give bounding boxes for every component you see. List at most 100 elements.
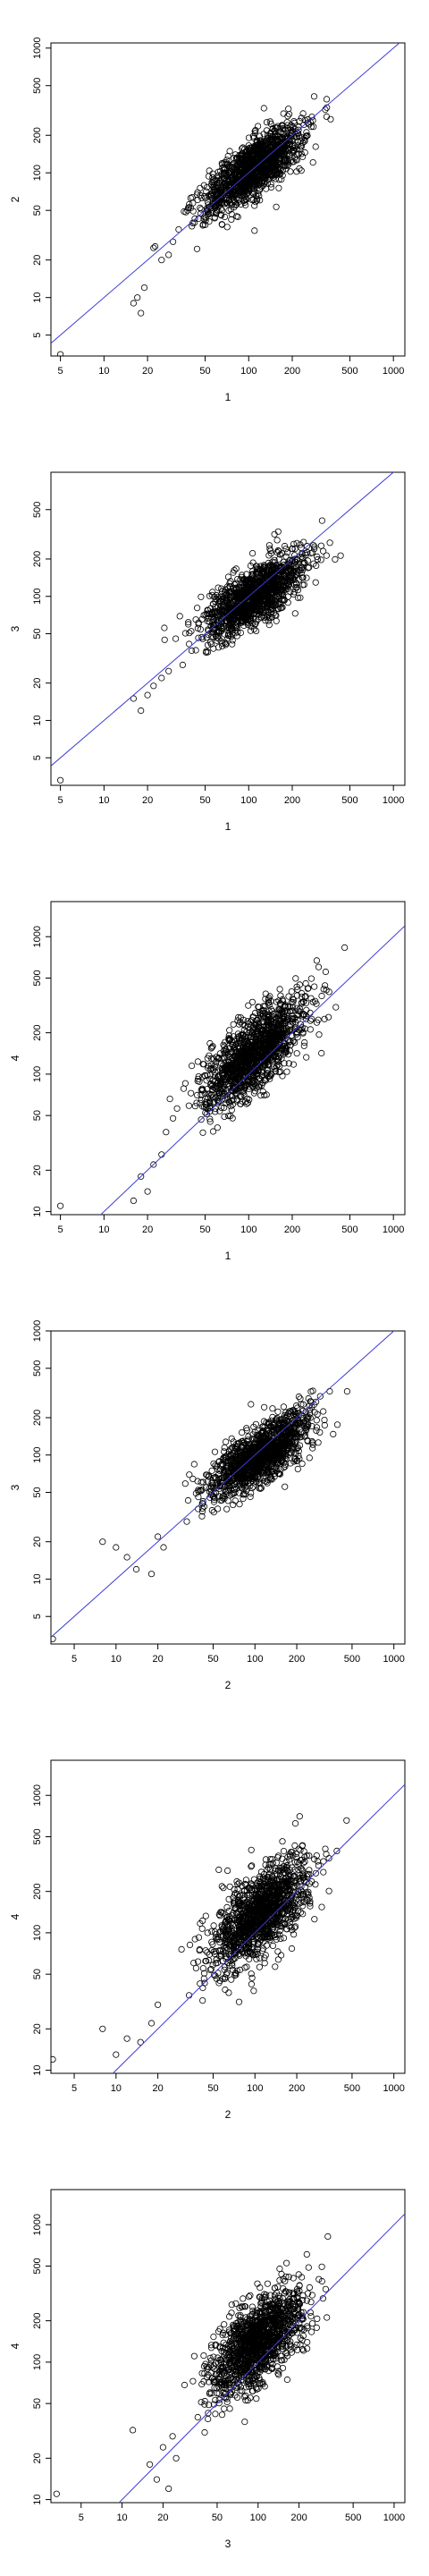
x-axis-label: 1 <box>225 391 231 403</box>
data-point <box>223 1099 230 1106</box>
data-point <box>166 1096 173 1103</box>
data-point <box>234 1069 242 1077</box>
data-point <box>281 597 288 604</box>
data-point <box>259 1019 267 1026</box>
data-point <box>266 152 273 159</box>
x-tick-label: 20 <box>142 795 153 806</box>
data-point <box>229 1114 236 1122</box>
data-point <box>247 1493 254 1501</box>
data-point <box>257 140 265 147</box>
data-point <box>200 1061 207 1068</box>
data-point <box>275 170 283 177</box>
data-point <box>275 1011 282 1018</box>
x-tick-label: 50 <box>207 1654 218 1665</box>
data-point <box>193 245 201 252</box>
data-point <box>248 165 257 172</box>
data-point <box>290 540 298 547</box>
y-tick-label: 100 <box>32 165 43 181</box>
data-point <box>228 1072 236 1080</box>
y-tick-label: 200 <box>32 1024 43 1040</box>
data-point <box>297 1021 305 1028</box>
data-point <box>206 1107 214 1115</box>
data-point <box>211 610 218 617</box>
data-point <box>227 1113 234 1120</box>
y-tick-label: 200 <box>32 127 43 143</box>
data-point <box>173 1105 181 1112</box>
data-point <box>232 155 240 162</box>
data-point <box>225 207 232 214</box>
data-point <box>241 1068 249 1075</box>
data-point <box>213 1054 220 1061</box>
data-point <box>231 1041 239 1049</box>
data-point <box>266 1032 273 1039</box>
data-point <box>247 1054 254 1061</box>
data-point <box>224 152 231 160</box>
data-point <box>296 576 303 583</box>
data-point <box>256 603 263 610</box>
data-point <box>318 1049 325 1057</box>
y-tick-label: 1000 <box>32 926 43 947</box>
data-point <box>202 195 209 202</box>
data-point <box>281 578 288 586</box>
data-point <box>187 204 195 212</box>
data-point <box>214 1124 221 1131</box>
data-point <box>269 174 276 182</box>
data-point <box>241 1022 248 1030</box>
data-point <box>239 572 246 579</box>
data-point <box>268 590 275 597</box>
data-point <box>282 1463 289 1470</box>
data-point <box>231 626 240 634</box>
data-point <box>263 1038 271 1046</box>
data-point <box>276 1014 283 1021</box>
data-point <box>265 581 273 589</box>
data-point <box>214 584 222 591</box>
data-point <box>233 213 240 220</box>
y-tick-label: 500 <box>32 78 43 94</box>
y-tick-label: 20 <box>32 255 43 266</box>
data-point <box>312 579 319 586</box>
data-point <box>266 137 273 144</box>
data-point <box>265 552 273 559</box>
data-point <box>222 613 229 621</box>
data-point <box>214 644 223 651</box>
data-point <box>226 1027 233 1034</box>
data-point <box>199 1086 206 1094</box>
data-point <box>150 244 157 251</box>
data-point <box>245 1433 252 1440</box>
data-point <box>316 1428 324 1436</box>
x-tick-label: 50 <box>199 795 210 806</box>
data-point <box>199 1129 206 1136</box>
data-point <box>130 300 137 307</box>
data-point <box>231 1045 239 1052</box>
x-tick-label: 50 <box>199 1224 210 1235</box>
data-point <box>289 574 296 581</box>
data-point <box>322 968 329 976</box>
data-point <box>222 1046 229 1053</box>
data-point <box>294 142 301 149</box>
data-point <box>226 184 233 191</box>
data-point <box>206 618 213 625</box>
data-point <box>226 170 233 177</box>
data-point <box>225 1476 232 1483</box>
data-point <box>253 150 260 157</box>
data-point <box>290 568 297 575</box>
data-point <box>293 555 300 564</box>
data-point <box>238 1058 245 1065</box>
data-point <box>235 1021 243 1028</box>
data-point <box>251 227 258 234</box>
data-point <box>301 1038 308 1046</box>
data-point <box>221 213 229 221</box>
data-point <box>198 1096 205 1104</box>
data-point <box>226 191 233 198</box>
data-point <box>280 1464 287 1471</box>
data-point <box>209 625 216 632</box>
data-point <box>285 993 292 1000</box>
data-point <box>300 1042 307 1049</box>
data-point <box>281 542 289 550</box>
data-point <box>243 571 250 578</box>
data-point <box>232 167 240 174</box>
data-point <box>326 1387 333 1395</box>
data-point <box>205 1090 212 1097</box>
data-point <box>263 137 270 144</box>
data-point <box>283 156 290 163</box>
